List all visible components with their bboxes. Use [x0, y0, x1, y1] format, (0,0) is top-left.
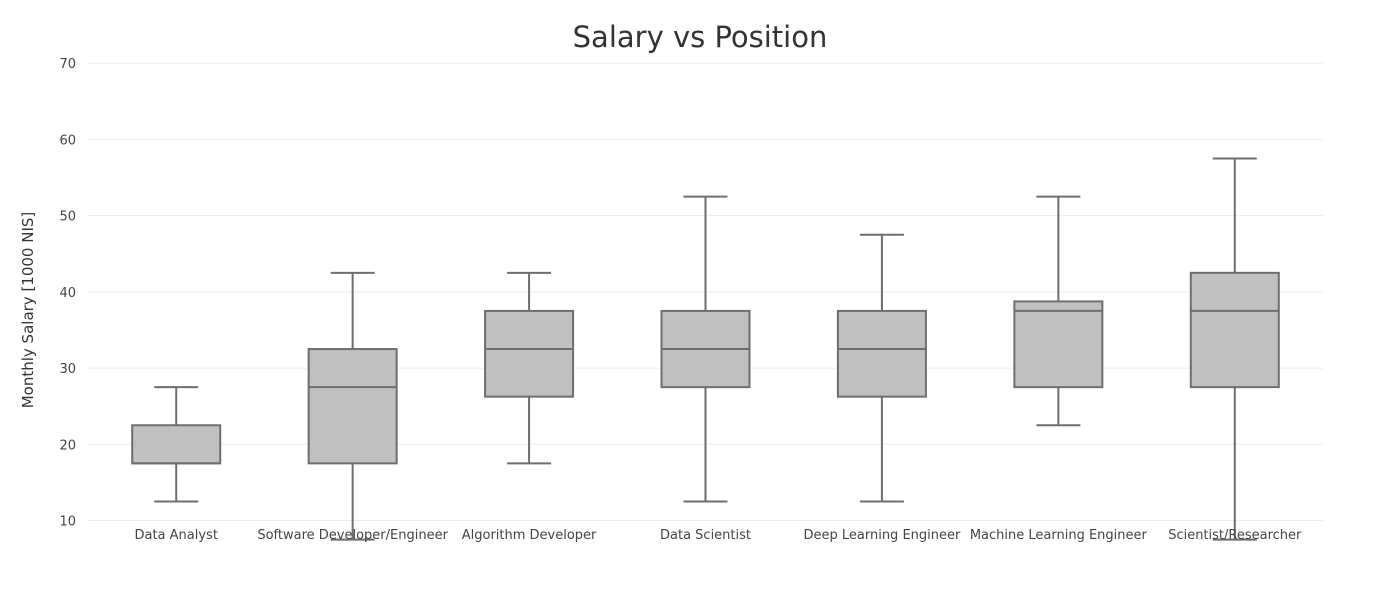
x-tick-labels: Data Analyst Software Developer/Engineer A… — [134, 528, 1302, 543]
box-2 — [307, 271, 398, 541]
box-4 — [660, 195, 751, 503]
iqr-box — [1013, 300, 1104, 389]
x-tick-label: Data Analyst — [134, 528, 217, 543]
box-7 — [1189, 157, 1280, 541]
iqr-box — [1189, 271, 1280, 389]
x-tick-label: Scientist/Researcher — [1168, 528, 1302, 543]
x-tick-label: Algorithm Developer — [462, 528, 597, 543]
iqr-box — [307, 348, 398, 465]
y-tick-label: 40 — [59, 286, 76, 301]
iqr-box — [484, 309, 575, 398]
y-tick-label: 50 — [59, 210, 76, 225]
box-5 — [836, 233, 927, 503]
x-tick-label: Deep Learning Engineer — [803, 528, 961, 543]
y-tick-label: 10 — [59, 515, 76, 530]
x-tick-label: Software Developer/Engineer — [257, 528, 448, 543]
iqr-box — [131, 424, 222, 465]
box-3 — [484, 271, 575, 465]
y-tick-label: 20 — [59, 438, 76, 453]
box-1 — [131, 386, 222, 503]
y-tick-label: 70 — [59, 57, 76, 72]
x-tick-label: Data Scientist — [660, 528, 751, 543]
y-tick-label: 60 — [59, 133, 76, 148]
y-tick-labels: 10 20 30 40 50 60 70 — [59, 57, 76, 529]
y-axis-label: Monthly Salary [1000 NIS] — [19, 212, 37, 409]
x-tick-label: Machine Learning Engineer — [970, 528, 1148, 543]
boxes — [131, 157, 1280, 541]
iqr-box — [836, 309, 927, 398]
chart-title: Salary vs Position — [573, 20, 828, 54]
box-6 — [1013, 195, 1104, 427]
y-tick-label: 30 — [59, 362, 76, 377]
